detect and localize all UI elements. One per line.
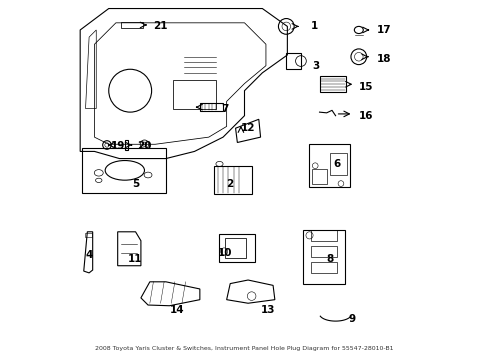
Bar [329,153,346,175]
Bar [124,140,128,150]
Bar [308,144,349,187]
Text: 21: 21 [153,21,167,31]
Bar [82,148,165,193]
Text: 20: 20 [137,141,151,151]
Bar [312,169,326,184]
Text: 8: 8 [326,253,333,264]
Text: 16: 16 [358,111,372,121]
Bar [303,230,344,284]
Text: 15: 15 [358,82,372,92]
Text: 12: 12 [240,123,255,133]
Bar [219,234,255,262]
Text: 18: 18 [376,54,390,64]
Bar [310,262,337,273]
Bar [310,246,337,257]
Text: 9: 9 [347,314,354,324]
Bar [310,230,337,241]
Text: 14: 14 [169,305,183,315]
Text: 19: 19 [110,141,124,151]
Bar [285,53,300,69]
Bar [200,103,223,111]
Text: 6: 6 [333,159,340,169]
Text: 4: 4 [85,250,93,260]
Text: 3: 3 [312,61,319,71]
Text: 2: 2 [226,179,233,189]
Bar [121,22,142,28]
Bar [85,233,91,237]
Text: 13: 13 [260,305,274,315]
Text: 1: 1 [310,21,317,31]
Bar [214,166,251,194]
Text: 11: 11 [128,253,142,264]
Text: 17: 17 [376,25,390,35]
Bar [319,76,346,93]
Text: 2008 Toyota Yaris Cluster & Switches, Instrument Panel Hole Plug Diagram for 555: 2008 Toyota Yaris Cluster & Switches, In… [95,346,393,351]
Text: 5: 5 [132,179,139,189]
Bar [224,238,246,257]
Text: 10: 10 [217,248,232,258]
Bar [173,80,216,109]
Text: 7: 7 [221,104,228,113]
